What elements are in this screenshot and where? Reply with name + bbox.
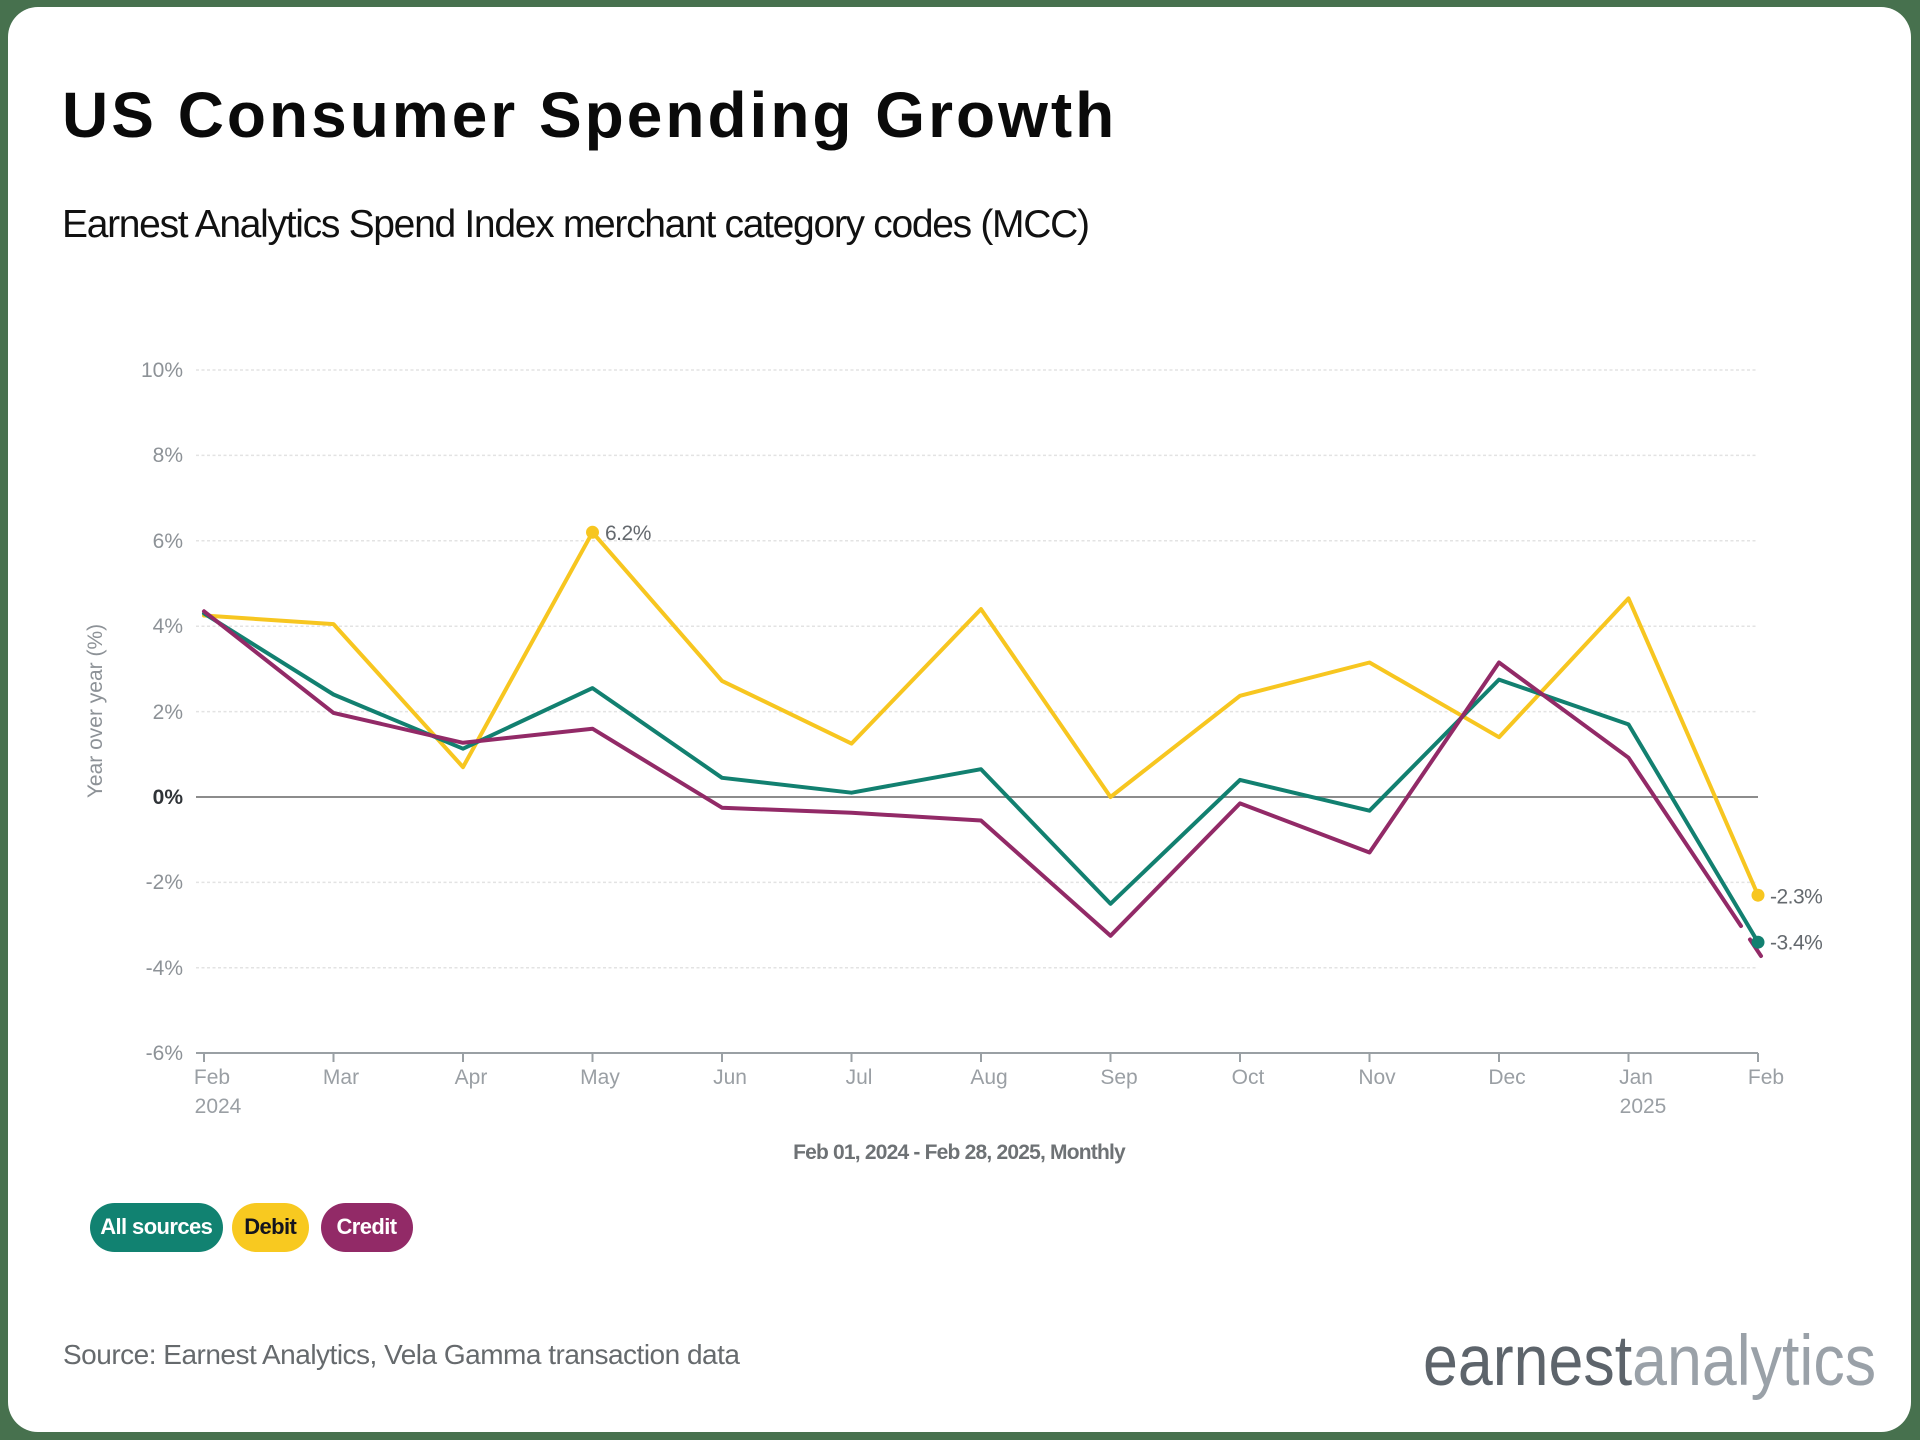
svg-text:Aug: Aug: [970, 1066, 1007, 1089]
svg-text:-6%: -6%: [146, 1042, 183, 1065]
svg-text:Year over year (%): Year over year (%): [84, 624, 107, 798]
svg-text:6.2%: 6.2%: [605, 522, 651, 545]
svg-text:Jul: Jul: [846, 1066, 873, 1089]
svg-text:Feb: Feb: [194, 1066, 230, 1089]
svg-text:-2.3%: -2.3%: [1770, 886, 1822, 909]
svg-text:Oct: Oct: [1232, 1066, 1265, 1089]
svg-text:2%: 2%: [153, 701, 183, 724]
svg-text:-4%: -4%: [146, 957, 183, 980]
svg-text:2024: 2024: [195, 1095, 242, 1118]
svg-text:4%: 4%: [153, 615, 183, 638]
svg-text:Apr: Apr: [455, 1066, 488, 1089]
svg-text:Jun: Jun: [713, 1066, 747, 1089]
svg-text:0%: 0%: [153, 786, 184, 809]
svg-text:-2%: -2%: [146, 871, 183, 894]
svg-text:Nov: Nov: [1358, 1066, 1396, 1089]
svg-text:Mar: Mar: [323, 1066, 359, 1089]
svg-text:-3.4%: -3.4%: [1770, 932, 1822, 955]
svg-text:Sep: Sep: [1100, 1066, 1137, 1089]
svg-text:Dec: Dec: [1488, 1066, 1525, 1089]
svg-text:8%: 8%: [153, 444, 183, 467]
svg-text:May: May: [580, 1066, 620, 1089]
svg-text:2025: 2025: [1620, 1095, 1667, 1118]
svg-text:6%: 6%: [153, 530, 183, 553]
svg-text:Feb 01, 2024 - Feb 28, 2025, M: Feb 01, 2024 - Feb 28, 2025, Monthly: [793, 1141, 1126, 1164]
svg-text:Feb: Feb: [1748, 1066, 1784, 1089]
svg-text:Jan: Jan: [1619, 1066, 1653, 1089]
svg-text:10%: 10%: [141, 359, 183, 382]
